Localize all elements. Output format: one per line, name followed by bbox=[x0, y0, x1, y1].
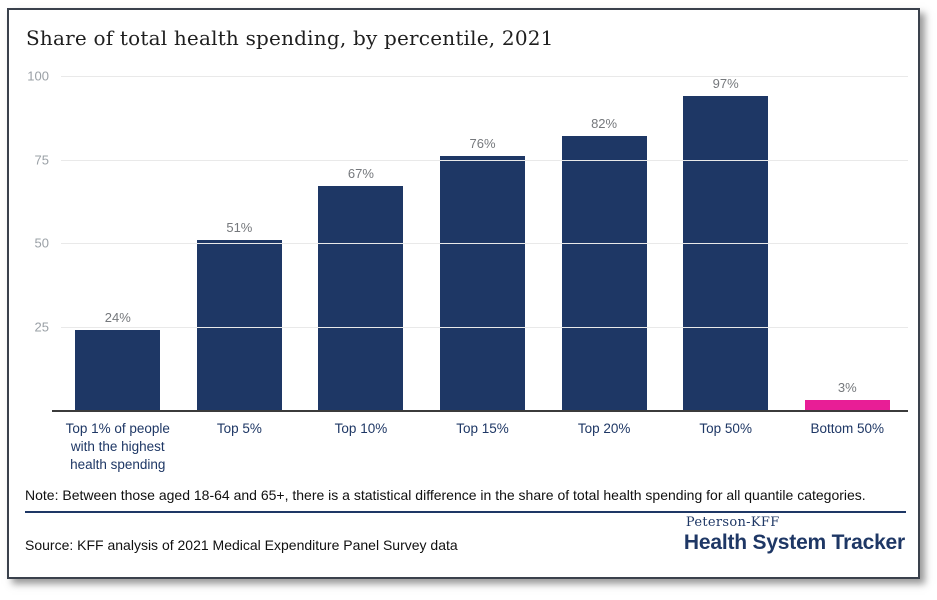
bar-column: 51% bbox=[179, 76, 301, 410]
bar-top-20 bbox=[561, 136, 647, 410]
brand-peterson-kff: Peterson-KFF bbox=[685, 515, 780, 530]
x-category-label: Top 1% of people with the highest health… bbox=[65, 421, 170, 472]
chart-title: Share of total health spending, by perce… bbox=[26, 26, 554, 50]
x-category-label: Bottom 50% bbox=[810, 421, 885, 436]
bar-value-label: 3% bbox=[837, 379, 857, 395]
x-category-label: Top 50% bbox=[699, 421, 752, 436]
bar-column: 82% bbox=[543, 76, 665, 410]
bar-value-label: 24% bbox=[104, 309, 131, 325]
x-category-label: Top 20% bbox=[577, 421, 631, 436]
x-axis-labels: Top 1% of people with the highest health… bbox=[57, 420, 908, 473]
y-tick-label-25: 25 bbox=[34, 319, 49, 334]
bar-value-label: 82% bbox=[591, 116, 618, 132]
gridline-25 bbox=[61, 326, 908, 328]
bar-column: 76% bbox=[422, 76, 544, 410]
bar-top-5 bbox=[196, 239, 282, 410]
bar-value-label: 67% bbox=[347, 166, 374, 182]
bar-column: 24% bbox=[57, 76, 179, 410]
bar-column: 97% bbox=[665, 76, 787, 410]
bar-value-label: 76% bbox=[469, 136, 496, 152]
bar-column: 3% bbox=[786, 76, 908, 410]
bar-columns: 24% 51% 67% 76% 82% 97% 3% bbox=[57, 76, 908, 410]
gridline-100 bbox=[61, 76, 908, 77]
bar-value-label: 97% bbox=[712, 76, 739, 91]
y-tick-label-75: 75 bbox=[34, 152, 49, 167]
x-category-label: Top 15% bbox=[456, 421, 509, 436]
chart-card: Share of total health spending, by perce… bbox=[7, 8, 920, 579]
y-tick-label-50: 50 bbox=[34, 235, 49, 251]
bar-value-label: 51% bbox=[226, 219, 253, 235]
bar-bottom-50 bbox=[804, 399, 890, 410]
bar-column: 67% bbox=[300, 76, 422, 410]
bar-top-1-of-people-with-the-highest-health-spending bbox=[75, 329, 161, 410]
brand-logo: Peterson-KFF Health System Tracker bbox=[684, 515, 905, 555]
x-axis-line bbox=[52, 410, 908, 412]
bar-top-50 bbox=[683, 96, 769, 410]
bar-top-15 bbox=[440, 156, 526, 410]
x-category-label: Top 5% bbox=[216, 421, 262, 436]
note-text: Note: Between those aged 18-64 and 65+, … bbox=[25, 487, 866, 503]
gridline-75 bbox=[61, 159, 908, 161]
source-text: Source: KFF analysis of 2021 Medical Exp… bbox=[25, 537, 458, 553]
divider-line bbox=[25, 511, 906, 513]
y-tick-label-100: 100 bbox=[27, 68, 49, 84]
plot-area: 24% 51% 67% 76% 82% 97% 3% 100 75 50 25 bbox=[27, 69, 908, 412]
x-category-label: Top 10% bbox=[334, 421, 388, 436]
gridline-50 bbox=[61, 243, 908, 244]
bar-top-10 bbox=[318, 186, 404, 410]
brand-health-system-tracker: Health System Tracker bbox=[683, 531, 905, 554]
